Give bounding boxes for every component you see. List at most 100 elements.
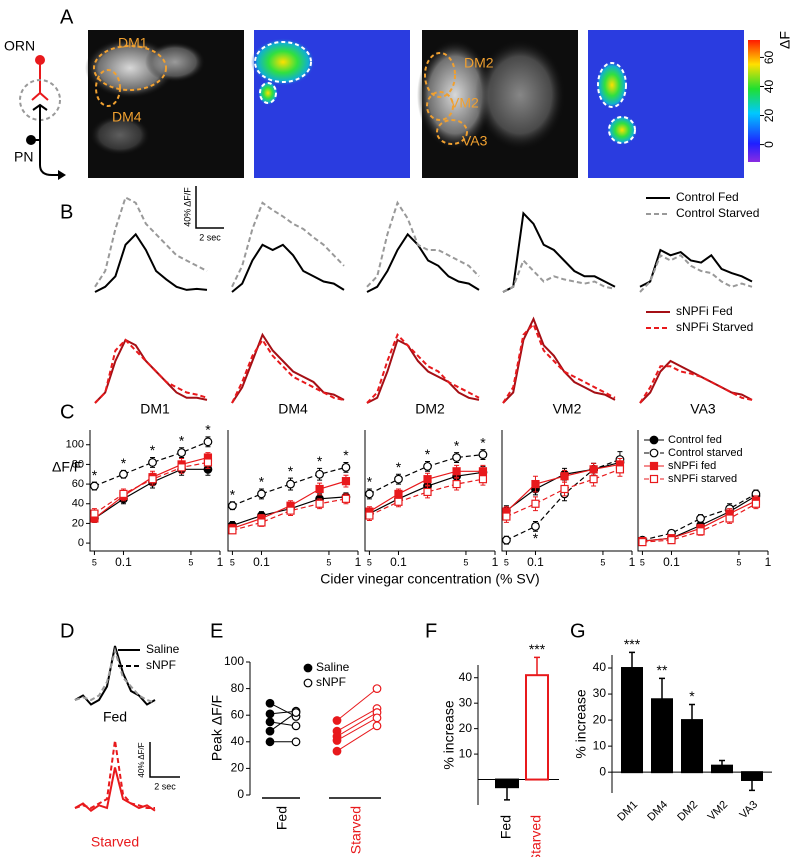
data-point bbox=[90, 509, 99, 518]
data-point bbox=[423, 475, 432, 484]
x-tick-label: 0.1 bbox=[115, 555, 132, 569]
data-point bbox=[696, 514, 705, 523]
significance-mark: * bbox=[317, 453, 323, 469]
significance-mark: * bbox=[205, 422, 211, 438]
significance-mark: * bbox=[121, 455, 127, 471]
x-tick-label: 5 bbox=[463, 557, 468, 567]
group-label: Fed bbox=[103, 709, 127, 725]
error-bar bbox=[689, 703, 695, 721]
series-line bbox=[232, 498, 347, 531]
trace bbox=[639, 359, 753, 404]
error-bar bbox=[659, 677, 665, 700]
data-point bbox=[177, 448, 186, 458]
data-point bbox=[265, 726, 275, 736]
pn-axon bbox=[32, 103, 62, 176]
data-point bbox=[452, 453, 461, 462]
pair-line bbox=[269, 702, 297, 717]
y-tick-label: 20 bbox=[593, 712, 607, 726]
x-tick-label: Starved bbox=[528, 815, 544, 857]
data-point bbox=[265, 709, 275, 719]
data-point bbox=[291, 721, 301, 731]
data-point bbox=[286, 479, 295, 489]
trace bbox=[366, 232, 480, 293]
bar bbox=[621, 667, 643, 774]
x-tick-label: 1 bbox=[492, 555, 499, 569]
data-point bbox=[478, 450, 488, 459]
data-point bbox=[725, 514, 734, 523]
group-label: Starved bbox=[91, 834, 139, 850]
x-tick-label: 0.1 bbox=[663, 555, 680, 569]
colorbar-tick-label: 60 bbox=[762, 50, 776, 64]
chart-title: DM2 bbox=[415, 401, 445, 417]
legend-label: sNPFi Fed bbox=[676, 304, 733, 318]
x-tick-label: 1 bbox=[355, 555, 362, 569]
x-tick-label: 1 bbox=[217, 555, 224, 569]
bar bbox=[651, 698, 673, 774]
scale-bar-label: 40% ΔF/F bbox=[137, 742, 146, 777]
panel-label: D bbox=[60, 620, 74, 642]
data-point bbox=[365, 489, 374, 499]
data-point bbox=[365, 511, 374, 520]
x-tick-label: VA3 bbox=[738, 799, 761, 822]
y-tick-label: 40 bbox=[231, 734, 245, 748]
axis-line bbox=[637, 430, 768, 552]
data-point bbox=[751, 499, 761, 508]
data-point bbox=[148, 475, 157, 484]
diagram-label: ORN bbox=[4, 38, 35, 54]
trace bbox=[502, 211, 616, 293]
significance-mark: * bbox=[396, 459, 402, 475]
scale-bar bbox=[195, 186, 224, 229]
significance-mark: * bbox=[259, 474, 265, 490]
error-bar bbox=[749, 779, 755, 792]
trace bbox=[366, 338, 480, 404]
pair-line bbox=[336, 708, 378, 732]
x-tick-label: 5 bbox=[504, 557, 509, 567]
y-tick-label: 60 bbox=[231, 707, 245, 721]
y-tick-label: 100 bbox=[224, 654, 244, 668]
data-point bbox=[90, 481, 99, 491]
colorbar-label: ΔF bbox=[777, 31, 793, 49]
significance-mark: *** bbox=[624, 636, 641, 652]
trace bbox=[366, 332, 480, 404]
data-point bbox=[257, 489, 266, 499]
texture bbox=[417, 40, 493, 150]
data-point bbox=[265, 698, 275, 708]
data-point bbox=[502, 512, 511, 521]
x-tick-label: 1 bbox=[765, 555, 772, 569]
significance-mark: * bbox=[533, 530, 539, 546]
data-point bbox=[119, 489, 128, 499]
bar bbox=[495, 778, 519, 789]
scale-bar-label: 40% ΔF/F bbox=[182, 187, 192, 227]
data-point bbox=[372, 713, 382, 723]
panel-label: F bbox=[425, 620, 437, 642]
colorbar-tick-label: 20 bbox=[762, 109, 776, 123]
pair-line bbox=[336, 712, 378, 737]
y-axis-label: % increase bbox=[573, 689, 589, 758]
roi-label: DM2 bbox=[464, 55, 494, 71]
trace bbox=[94, 232, 208, 293]
y-tick-label: 60 bbox=[72, 478, 84, 490]
legend-label: sNPFi fed bbox=[668, 460, 716, 472]
data-point bbox=[291, 737, 301, 747]
data-point bbox=[452, 479, 461, 489]
significance-mark: * bbox=[343, 447, 349, 463]
x-tick-label: Fed bbox=[274, 806, 290, 830]
circuit-diagram: ORN PN bbox=[4, 38, 66, 180]
y-tick-label: 10 bbox=[459, 746, 473, 760]
texture bbox=[475, 40, 565, 150]
legend-label: Control Starved bbox=[676, 206, 759, 220]
error-bar bbox=[504, 787, 510, 801]
axis-line bbox=[89, 430, 220, 552]
legend-label: sNPF bbox=[316, 675, 346, 689]
data-point bbox=[452, 467, 461, 476]
data-point bbox=[228, 501, 237, 511]
roi-label: VA3 bbox=[462, 133, 488, 149]
x-tick-label: 5 bbox=[230, 557, 235, 567]
y-tick-label: 20 bbox=[459, 721, 473, 735]
x-tick-label: 0.1 bbox=[390, 555, 407, 569]
x-tick-label: 5 bbox=[736, 557, 741, 567]
data-point bbox=[315, 484, 324, 494]
trace bbox=[94, 196, 208, 288]
scale-bar-label: 2 sec bbox=[154, 781, 176, 791]
